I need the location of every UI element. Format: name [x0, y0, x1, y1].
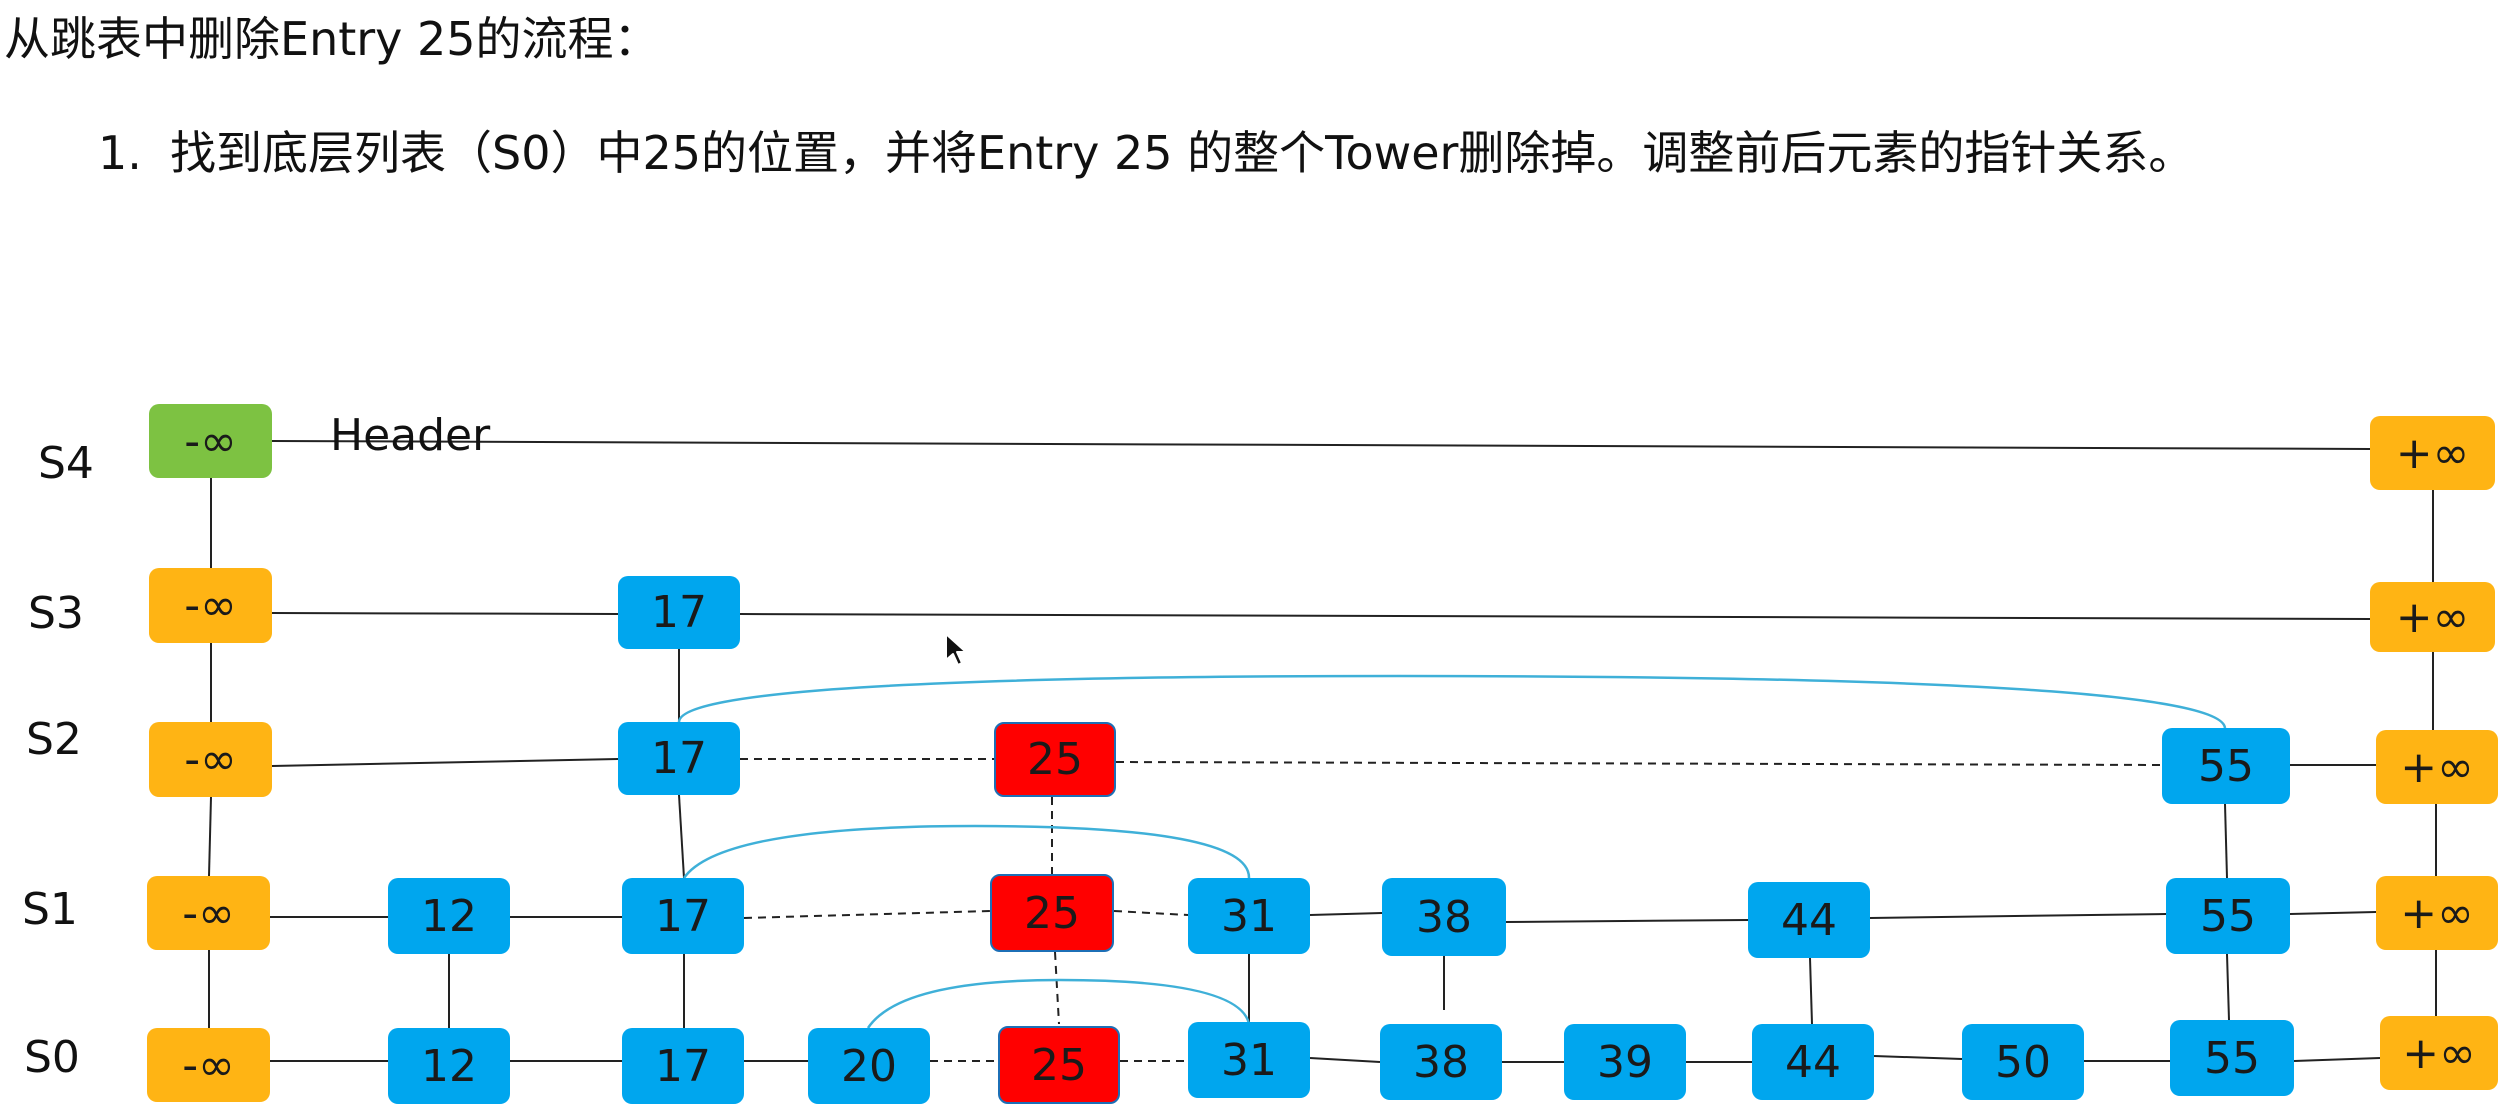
posinf-node-s0: +∞	[2380, 1016, 2498, 1090]
deleted-node-s0-25: 25	[998, 1026, 1120, 1104]
node-s1-17: 17	[622, 878, 744, 954]
node-s0-31: 31	[1188, 1022, 1310, 1098]
level-label-s1: S1	[22, 884, 78, 935]
link-s1-g	[1869, 913, 2167, 919]
node-s1-44: 44	[1748, 882, 1870, 958]
posinf-node-s2: +∞	[2376, 730, 2498, 804]
tower-neginf-c	[208, 796, 212, 877]
new-link-s0	[866, 978, 1251, 1029]
node-s0-17: 17	[622, 1028, 744, 1104]
tower-55-a	[2224, 803, 2228, 879]
link-s3-a	[271, 612, 619, 615]
node-s2-17: 17	[618, 722, 740, 795]
level-label-s2: S2	[26, 714, 82, 765]
neginf-node-s3: -∞	[149, 568, 272, 643]
posinf-node-s4: +∞	[2370, 416, 2495, 490]
link-s1-h	[2289, 911, 2377, 915]
link-s2-a	[271, 758, 619, 767]
step-number: 1.	[98, 126, 142, 180]
dashed-s1-b	[1113, 910, 1189, 916]
tower-44	[1809, 957, 1813, 1025]
posinf-node-s1: +∞	[2376, 876, 2498, 950]
link-s0-e	[1309, 1057, 1381, 1063]
deleted-node-s1-25: 25	[990, 874, 1114, 952]
neginf-node-s0: -∞	[147, 1028, 270, 1102]
step-1: 1. 找到底层列表（S0）中25的位置，并将Entry 25 的整个Tower删除…	[98, 118, 2194, 188]
node-s1-12: 12	[388, 878, 510, 954]
level-label-s0: S0	[24, 1032, 80, 1083]
node-s1-55: 55	[2166, 878, 2290, 954]
step-text: 找到底层列表（S0）中25的位置，并将Entry 25 的整个Tower删除掉。…	[170, 126, 2195, 180]
header-node-s4: -∞	[149, 404, 272, 478]
header-label: Header	[330, 410, 491, 461]
node-s0-12: 12	[388, 1028, 510, 1104]
new-link-s1	[682, 824, 1251, 879]
node-s1-38: 38	[1382, 878, 1506, 956]
node-s0-50: 50	[1962, 1024, 2084, 1100]
tower-17-b	[678, 794, 685, 879]
neginf-node-s2: -∞	[149, 722, 272, 797]
link-s4	[271, 440, 2371, 450]
node-s0-38: 38	[1380, 1024, 1502, 1100]
dashed-s1-a	[743, 910, 991, 919]
link-s0-j	[2293, 1057, 2381, 1062]
tower-55-b	[2226, 953, 2230, 1021]
level-label-s3: S3	[28, 588, 84, 639]
node-s0-55: 55	[2170, 1020, 2294, 1096]
posinf-node-s3: +∞	[2370, 582, 2495, 652]
node-s0-39: 39	[1564, 1024, 1686, 1100]
node-s3-17: 17	[618, 576, 740, 649]
dashed-s2-b	[1115, 761, 2163, 766]
mouse-cursor-icon	[945, 633, 967, 666]
node-s0-20: 20	[808, 1028, 930, 1104]
link-s3-b	[739, 613, 2371, 620]
link-s1-e	[1309, 912, 1383, 916]
node-s1-31: 31	[1188, 878, 1310, 954]
node-s2-55: 55	[2162, 728, 2290, 804]
dashed-tower-25-b	[1054, 951, 1060, 1025]
link-s1-f	[1505, 919, 1749, 923]
slide-title: 从跳表中删除Entry 25的流程：	[4, 12, 660, 66]
link-s0-h	[1873, 1055, 1963, 1060]
node-s0-44: 44	[1752, 1024, 1874, 1100]
new-link-s2	[677, 674, 2227, 729]
level-label-s4: S4	[38, 438, 94, 489]
neginf-node-s1: -∞	[147, 876, 270, 950]
deleted-node-s2-25: 25	[994, 722, 1116, 797]
